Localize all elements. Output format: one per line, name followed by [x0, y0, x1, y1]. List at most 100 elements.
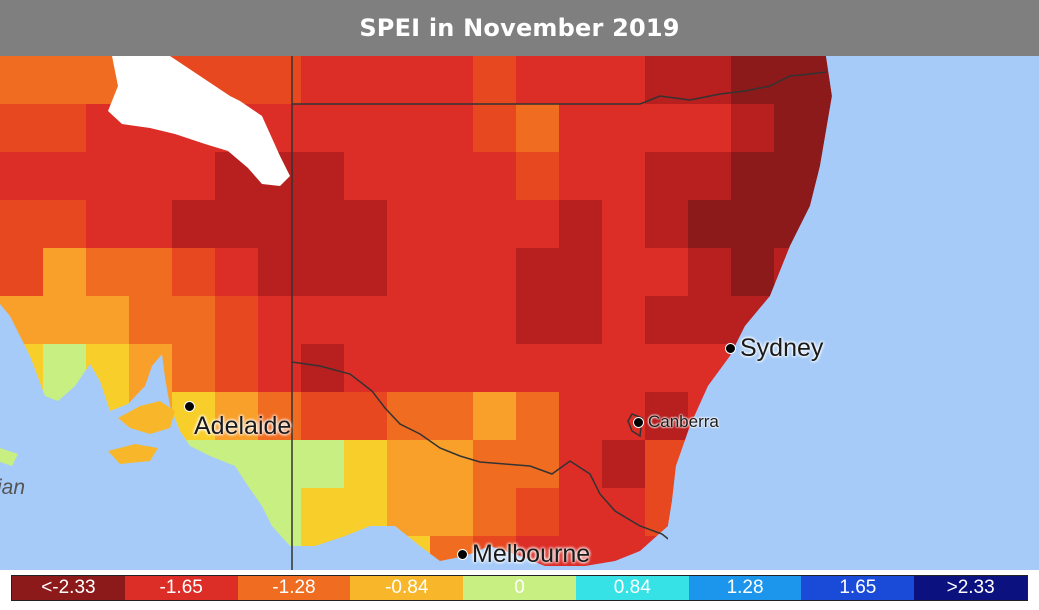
grid-cell — [172, 248, 216, 297]
grid-cell — [172, 536, 216, 566]
grid-cell — [559, 152, 603, 201]
grid-cell — [258, 536, 302, 566]
grid-cell — [172, 488, 216, 537]
grid-cell — [559, 56, 603, 105]
grid-cell — [301, 488, 345, 537]
grid-cell — [731, 152, 775, 201]
grid-cell — [731, 104, 775, 153]
grid-cell — [731, 200, 775, 249]
grid-cell — [86, 296, 130, 345]
grid-cell — [129, 344, 173, 393]
map-title: SPEI in November 2019 — [359, 14, 680, 42]
grid-cell — [430, 296, 474, 345]
grid-cell — [43, 296, 87, 345]
grid-cell — [215, 392, 259, 441]
grid-cell — [387, 440, 431, 489]
lake-eyre-mask — [108, 56, 290, 186]
grid-cell — [43, 392, 87, 441]
grid-cell — [258, 488, 302, 537]
city-label: Melbourne — [472, 540, 591, 568]
grid-cell — [215, 344, 259, 393]
grid-cell — [301, 56, 345, 105]
grid-cell — [0, 152, 44, 201]
grid-cell — [387, 488, 431, 537]
grid-cell — [774, 104, 818, 153]
grid-cell — [516, 152, 560, 201]
grid-cell — [688, 104, 732, 153]
city-marker-icon — [184, 401, 195, 412]
grid-cell — [86, 488, 130, 537]
grid-cell — [172, 152, 216, 201]
city-melbourne[interactable]: Melbourne — [457, 540, 590, 569]
grid-cell — [645, 104, 689, 153]
grid-cell — [43, 536, 87, 566]
grid-cell — [688, 152, 732, 201]
grid-cell — [430, 344, 474, 393]
grid-cell — [344, 56, 388, 105]
city-label: Sydney — [740, 334, 824, 362]
grid-cell — [516, 56, 560, 105]
city-sydney[interactable]: Sydney — [725, 334, 823, 363]
grid-cell — [0, 344, 44, 393]
grid-cell — [559, 296, 603, 345]
legend-swatch: <-2.33 — [12, 576, 125, 600]
grid-cell — [430, 440, 474, 489]
legend-swatch: 0 — [463, 576, 576, 600]
grid-cell — [516, 488, 560, 537]
city-label: Canberra — [648, 412, 719, 431]
grid-cell — [473, 152, 517, 201]
map-area[interactable]: ian Sydney Canberra Adelaide Melbourne — [0, 56, 1039, 570]
grid-cell — [0, 248, 44, 297]
grid-cell — [129, 488, 173, 537]
grid-cell — [516, 104, 560, 153]
grid-cell — [344, 248, 388, 297]
grid-cell — [602, 56, 646, 105]
grid-cell — [172, 440, 216, 489]
grid-cell — [645, 248, 689, 297]
grid-cell — [215, 200, 259, 249]
grid-cell — [0, 392, 44, 441]
grid-cell — [301, 152, 345, 201]
grid-cell — [301, 248, 345, 297]
grid-cell — [344, 200, 388, 249]
grid-cell — [129, 248, 173, 297]
grid-cell — [559, 248, 603, 297]
legend-swatch: -1.28 — [237, 576, 351, 600]
grid-cell — [86, 344, 130, 393]
grid-cell — [215, 488, 259, 537]
grid-cell — [86, 200, 130, 249]
grid-cell — [43, 248, 87, 297]
grid-cell — [645, 392, 689, 441]
city-canberra[interactable]: Canberra — [633, 412, 719, 432]
grid-cell — [430, 152, 474, 201]
grid-cell — [301, 440, 345, 489]
grid-cell — [172, 344, 216, 393]
coastal-patches — [0, 401, 175, 466]
grid-cell — [516, 248, 560, 297]
grid-cell — [258, 344, 302, 393]
grid-cell — [688, 296, 732, 345]
grid-cell — [473, 392, 517, 441]
grid-cell — [774, 152, 818, 201]
grid-cell — [473, 104, 517, 153]
city-adelaide[interactable]: Adelaide — [184, 401, 291, 441]
grid-cell — [602, 152, 646, 201]
grid-cell — [645, 200, 689, 249]
grid-cell — [387, 296, 431, 345]
grid-cell — [301, 104, 345, 153]
grid-cell — [215, 536, 259, 566]
grid-cell — [258, 56, 302, 105]
grid-cell — [387, 104, 431, 153]
grid-cell — [645, 152, 689, 201]
grid-cell — [344, 104, 388, 153]
grid-cell — [344, 392, 388, 441]
city-marker-icon — [457, 549, 468, 560]
grid-cell — [645, 344, 689, 393]
city-marker-icon — [633, 416, 644, 428]
grid-cell — [86, 248, 130, 297]
grid-cell — [344, 296, 388, 345]
legend-swatch: -0.84 — [350, 576, 464, 600]
grid-cell — [258, 392, 302, 441]
grid-cell — [387, 152, 431, 201]
